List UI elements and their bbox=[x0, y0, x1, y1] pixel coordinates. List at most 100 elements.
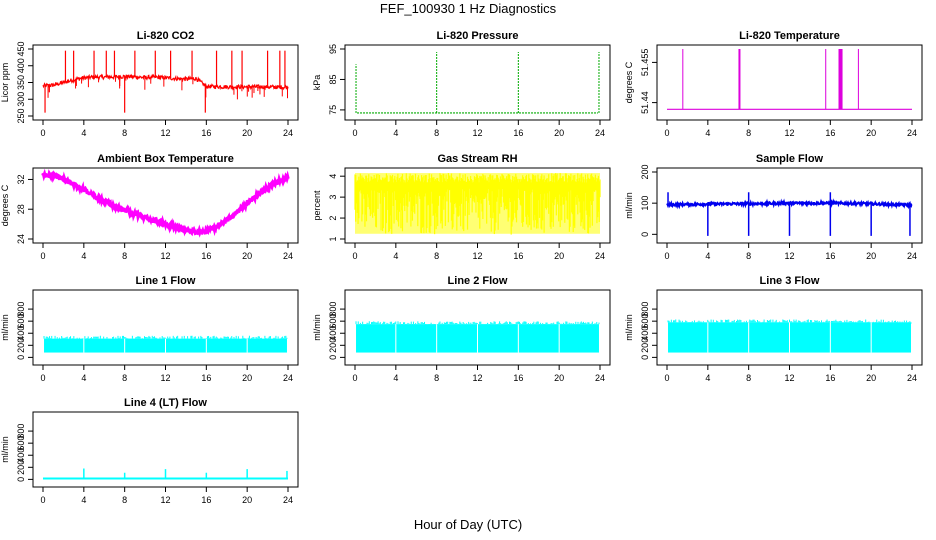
x-tick-label: 4 bbox=[81, 251, 86, 261]
y-tick-label: 400 bbox=[640, 326, 650, 341]
y-tick-label: 200 bbox=[640, 338, 650, 353]
x-tick-label: 12 bbox=[160, 495, 170, 505]
y-tick-label: 3 bbox=[328, 195, 338, 200]
panel-ylabel: ml/min bbox=[0, 436, 10, 463]
panel-title: Li-820 Temperature bbox=[739, 30, 840, 42]
x-tick-label: 8 bbox=[746, 251, 751, 261]
x-tick-label: 0 bbox=[40, 373, 45, 383]
x-tick-label: 8 bbox=[434, 373, 439, 383]
x-tick-label: 0 bbox=[40, 251, 45, 261]
x-tick-label: 24 bbox=[283, 495, 293, 505]
x-tick-label: 0 bbox=[664, 128, 669, 138]
y-tick-label: 200 bbox=[328, 338, 338, 353]
y-tick-label: 800 bbox=[328, 302, 338, 317]
x-tick-label: 12 bbox=[160, 128, 170, 138]
y-tick-label: 0 bbox=[16, 355, 26, 360]
y-tick-label: 0 bbox=[16, 477, 26, 482]
panel-10: Line 4 (LT) Flow ml/min 0 4 8 12 16 20 24 0 200400… bbox=[0, 397, 299, 505]
x-tick-label: 12 bbox=[784, 251, 794, 261]
panel-7: Line 1 Flow ml/min 0 4 8 12 16 20 24 0 20040060080… bbox=[0, 275, 299, 383]
panel-title: Sample Flow bbox=[756, 153, 824, 165]
spike bbox=[857, 49, 859, 110]
y-tick-label: 800 bbox=[16, 302, 26, 317]
x-tick-label: 4 bbox=[393, 251, 398, 261]
x-tick-label: 0 bbox=[664, 373, 669, 383]
panel-title: Line 3 Flow bbox=[760, 275, 820, 287]
x-tick-label: 4 bbox=[81, 373, 86, 383]
x-tick-label: 0 bbox=[352, 373, 357, 383]
x-tick-label: 16 bbox=[513, 128, 523, 138]
x-tick-label: 24 bbox=[595, 373, 605, 383]
panel-9: Line 3 Flow ml/min 0 4 8 12 16 20 24 0 20040060080… bbox=[624, 275, 923, 383]
panel-ylabel: ml/min bbox=[624, 314, 634, 341]
x-tick-label: 16 bbox=[201, 128, 211, 138]
spike bbox=[838, 49, 842, 110]
x-tick-label: 12 bbox=[160, 373, 170, 383]
panel-ylabel: degrees C bbox=[624, 61, 634, 103]
x-tick-label: 0 bbox=[352, 251, 357, 261]
y-tick-label: 600 bbox=[16, 436, 26, 451]
y-tick-label: 24 bbox=[16, 234, 26, 244]
x-tick-label: 16 bbox=[825, 251, 835, 261]
x-tick-label: 20 bbox=[242, 373, 252, 383]
x-tick-label: 16 bbox=[201, 251, 211, 261]
series-line bbox=[666, 198, 913, 210]
y-tick-label: 450 bbox=[16, 41, 26, 56]
x-tick-label: 8 bbox=[434, 251, 439, 261]
x-tick-label: 20 bbox=[242, 495, 252, 505]
x-tick-label: 8 bbox=[746, 373, 751, 383]
x-tick-label: 0 bbox=[40, 128, 45, 138]
panel-title: Line 2 Flow bbox=[448, 275, 508, 287]
panel-ylabel: degrees C bbox=[0, 184, 10, 226]
x-tick-label: 4 bbox=[705, 373, 710, 383]
y-tick-label: 85 bbox=[328, 74, 338, 84]
x-tick-label: 8 bbox=[122, 373, 127, 383]
x-tick-label: 24 bbox=[907, 251, 917, 261]
x-tick-label: 16 bbox=[201, 495, 211, 505]
x-tick-label: 24 bbox=[283, 128, 293, 138]
y-tick-label: 350 bbox=[16, 75, 26, 90]
x-tick-label: 16 bbox=[513, 251, 523, 261]
y-tick-label: 51.455 bbox=[640, 49, 650, 77]
x-tick-label: 20 bbox=[866, 251, 876, 261]
x-tick-label: 4 bbox=[81, 495, 86, 505]
x-tick-label: 4 bbox=[393, 128, 398, 138]
x-tick-label: 20 bbox=[866, 373, 876, 383]
y-tick-label: 1 bbox=[328, 236, 338, 241]
y-tick-label: 200 bbox=[16, 460, 26, 475]
y-tick-label: 600 bbox=[640, 314, 650, 329]
x-tick-label: 0 bbox=[40, 495, 45, 505]
panel-8: Line 2 Flow ml/min 0 4 8 12 16 20 24 0 20040060080… bbox=[312, 275, 611, 383]
panel-2: Li-820 Pressure kPa 0 4 8 12 16 20 24 75 85 95 bbox=[312, 30, 611, 138]
y-tick-label: 28 bbox=[16, 204, 26, 214]
x-tick-label: 12 bbox=[472, 128, 482, 138]
panel-ylabel: kPa bbox=[312, 75, 322, 91]
x-tick-label: 4 bbox=[705, 251, 710, 261]
y-tick-label: 95 bbox=[328, 44, 338, 54]
series-line bbox=[42, 73, 289, 91]
y-tick-label: 600 bbox=[16, 314, 26, 329]
y-tick-label: 800 bbox=[640, 302, 650, 317]
panel-6: Sample Flow ml/min 0 4 8 12 16 20 24 0 100 200 bbox=[624, 153, 923, 261]
x-tick-label: 20 bbox=[242, 128, 252, 138]
y-tick-label: 250 bbox=[16, 108, 26, 123]
panel-title: Ambient Box Temperature bbox=[97, 153, 234, 165]
panel-3: Li-820 Temperature degrees C 0 4 8 12 16 20 24 51… bbox=[624, 30, 923, 138]
y-tick-label: 2 bbox=[328, 216, 338, 221]
x-tick-label: 24 bbox=[595, 251, 605, 261]
x-tick-label: 20 bbox=[554, 373, 564, 383]
y-tick-label: 4 bbox=[328, 174, 338, 179]
panel-title: Gas Stream RH bbox=[437, 153, 517, 165]
y-tick-label: 32 bbox=[16, 174, 26, 184]
x-tick-label: 8 bbox=[122, 251, 127, 261]
panel-ylabel: percent bbox=[312, 190, 322, 221]
x-tick-label: 8 bbox=[746, 128, 751, 138]
panel-ylabel: ml/min bbox=[312, 314, 322, 341]
y-tick-label: 100 bbox=[640, 196, 650, 211]
x-tick-label: 24 bbox=[283, 373, 293, 383]
y-tick-label: 51.44 bbox=[640, 91, 650, 114]
y-tick-label: 400 bbox=[16, 58, 26, 73]
x-tick-label: 12 bbox=[472, 251, 482, 261]
